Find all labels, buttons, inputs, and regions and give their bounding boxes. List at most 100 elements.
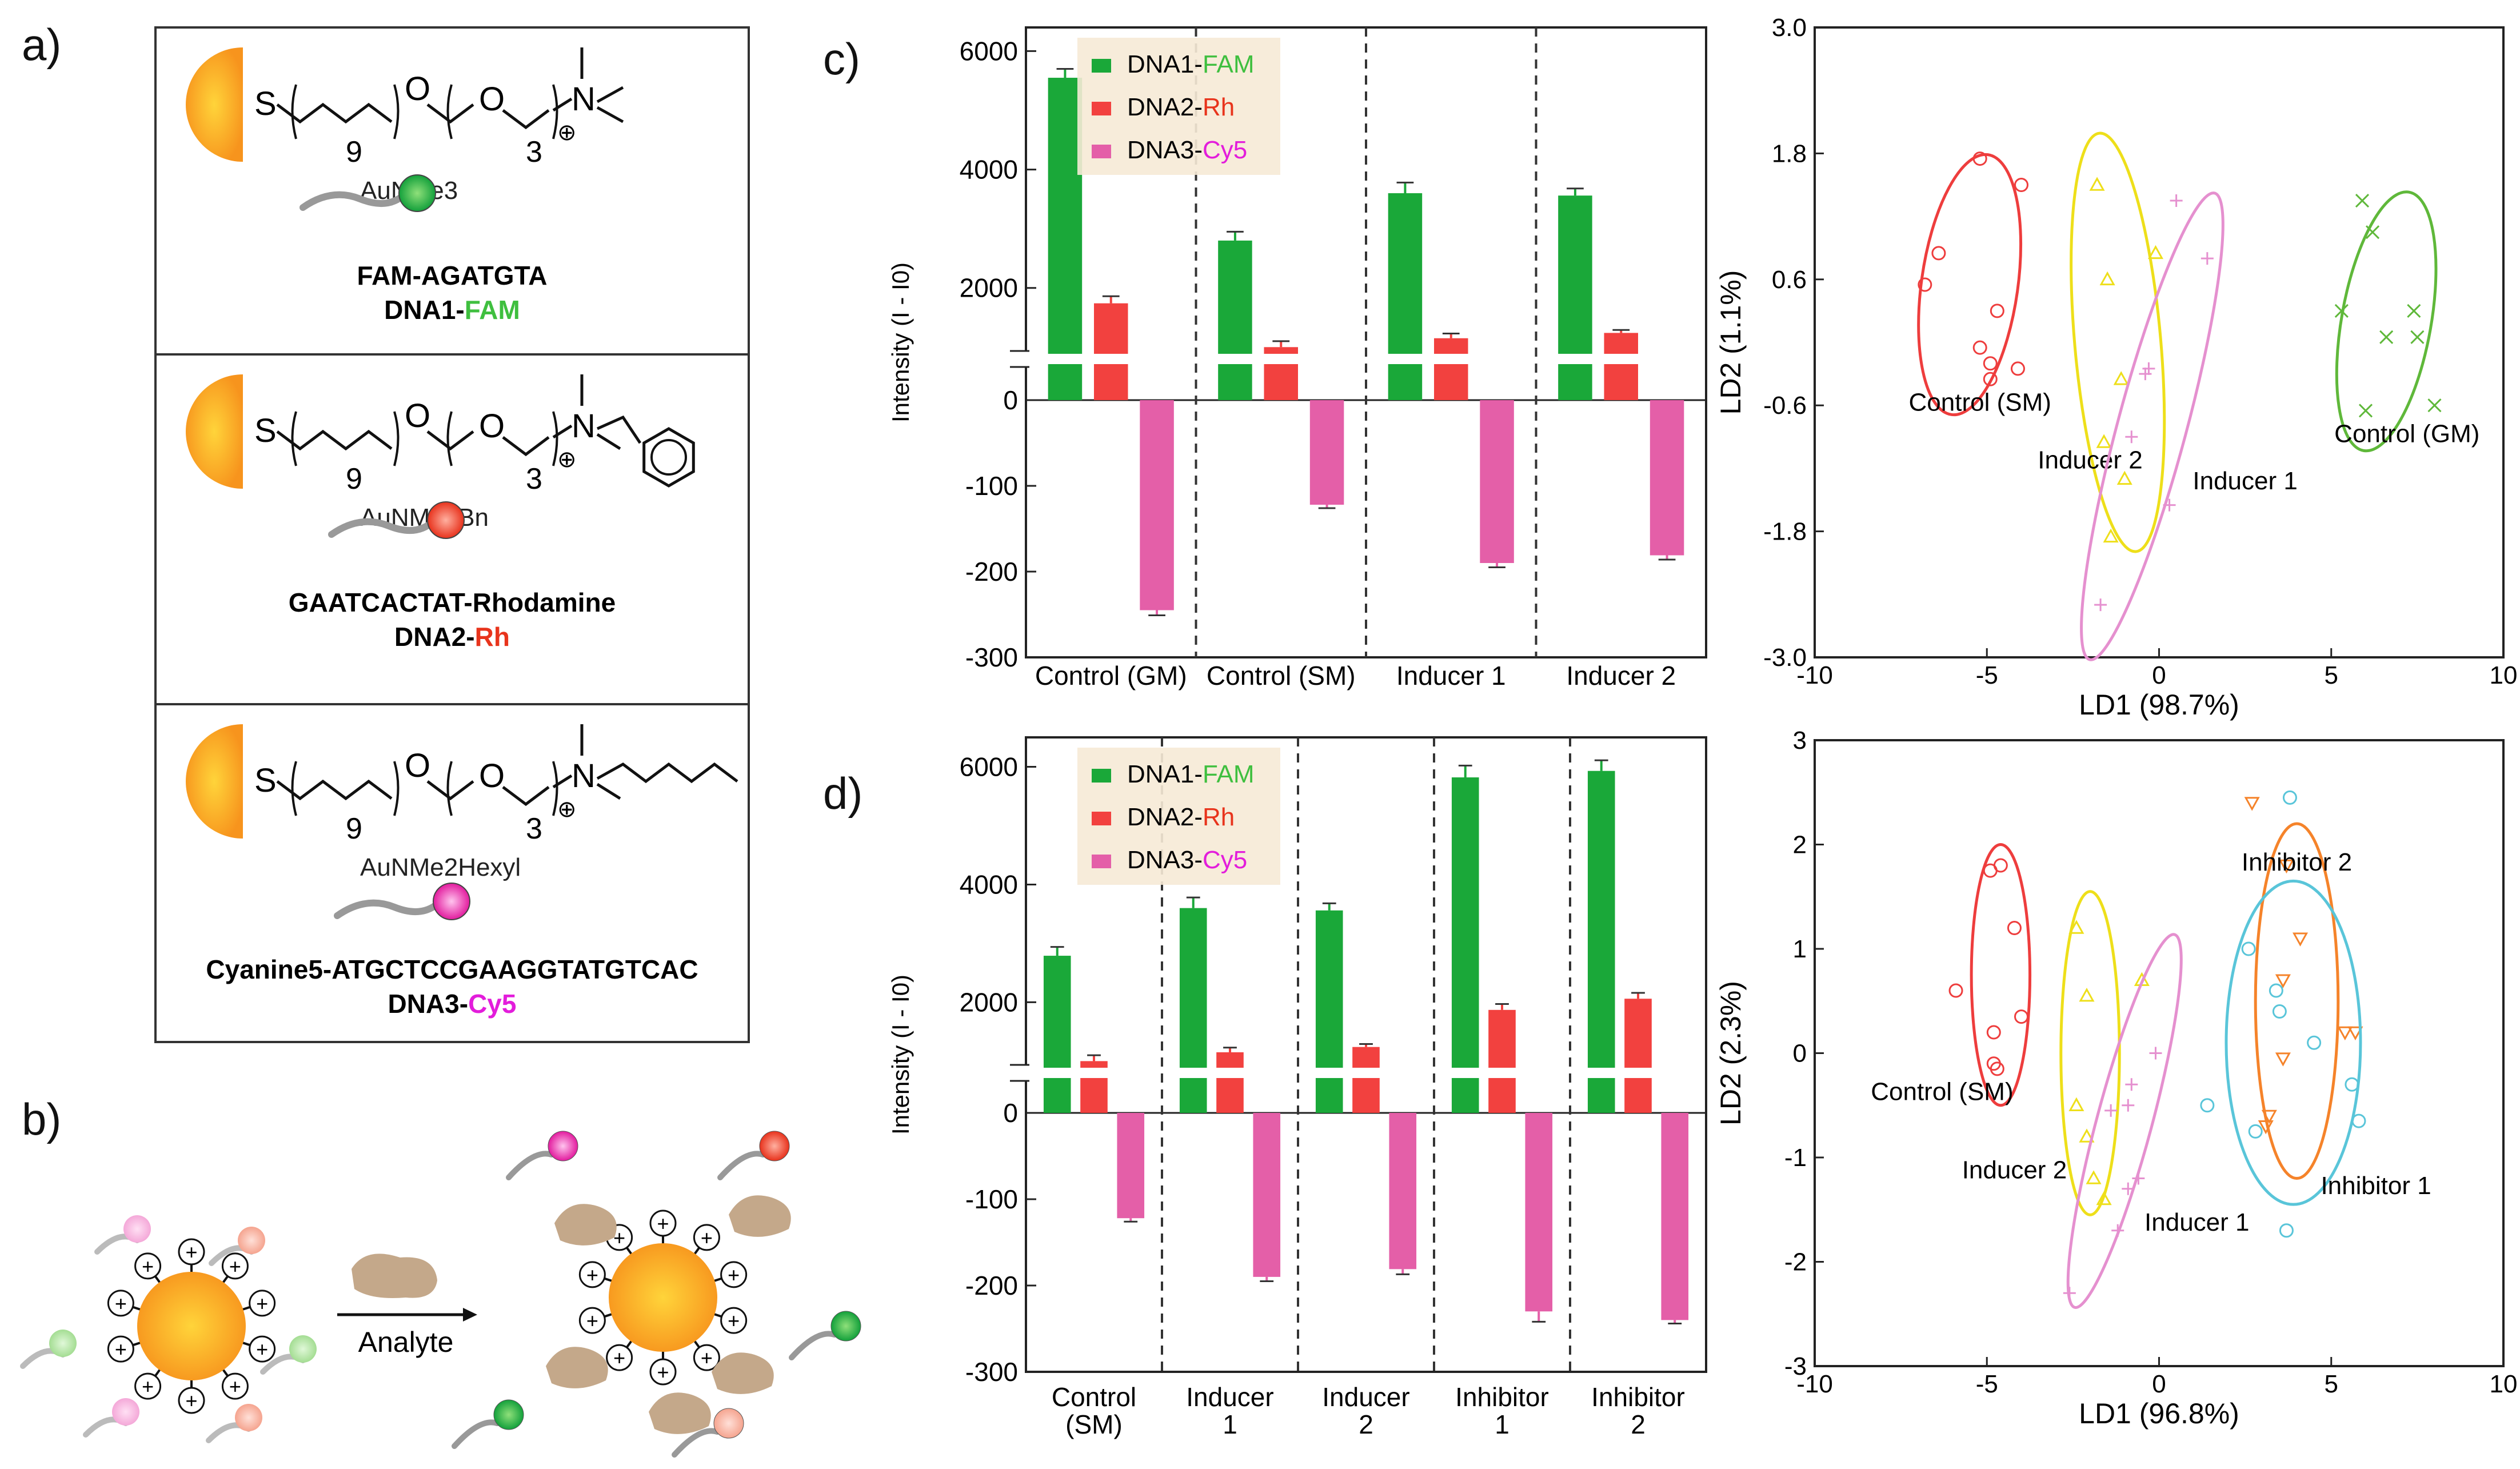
bracket — [291, 761, 297, 816]
bar-break-gap — [1450, 1068, 1480, 1078]
x-tick-label: 10 — [2490, 1370, 2518, 1398]
charge-symbol: + — [115, 1338, 127, 1361]
charge-symbol: + — [586, 1309, 598, 1332]
methyl-bond — [596, 86, 624, 103]
oxygen-atom: O — [479, 408, 505, 445]
legend-swatch — [1092, 59, 1111, 73]
legend-entry: DNA3-Cy5 — [1127, 136, 1247, 164]
dna-strand-icon — [328, 517, 438, 538]
data-point — [2096, 434, 2112, 448]
bar-break-gap — [1351, 1068, 1381, 1078]
category-label: Inducer — [1186, 1382, 1273, 1412]
data-point — [2103, 528, 2119, 543]
nitrogen-atom: N — [572, 81, 596, 118]
data-point — [2163, 498, 2176, 512]
category-label: 2 — [1631, 1410, 1646, 1439]
data-point — [2132, 1172, 2145, 1185]
bar-dna2-rh — [1094, 303, 1128, 400]
charge-symbol: + — [115, 1292, 127, 1315]
data-point — [2244, 797, 2260, 811]
charge-symbol: + — [657, 1360, 669, 1384]
bond — [552, 97, 573, 112]
panel-label-b: b) — [22, 1094, 61, 1144]
x-axis-label: LD1 (96.8%) — [2079, 1398, 2239, 1430]
fluorophore-bead-icon — [713, 1408, 744, 1439]
legend-entry-main: DNA2- — [1127, 803, 1203, 831]
bar-break-gap — [1557, 354, 1594, 364]
data-point — [2104, 1104, 2118, 1117]
gold-surface-icon — [186, 724, 243, 839]
dna-label-main: DNA2- — [394, 622, 475, 652]
fluorophore-bead-icon — [49, 1330, 77, 1357]
x-tick-label: 5 — [2325, 1370, 2338, 1398]
fluorophore-bead-icon — [289, 1335, 317, 1363]
group-label: Inducer 1 — [2144, 1208, 2249, 1236]
dna-label: DNA3-Cy5 — [388, 989, 517, 1019]
data-point — [2113, 371, 2129, 385]
repeat-subscript: 3 — [526, 812, 542, 845]
bond — [552, 774, 573, 789]
peg-chain — [426, 103, 474, 124]
oxygen-atom: O — [405, 747, 430, 784]
y-tick-label: -1 — [1784, 1144, 1807, 1172]
y-tick-label: -100 — [965, 471, 1018, 501]
plot-frame — [1025, 736, 1707, 1373]
group-ellipse — [2254, 822, 2340, 1180]
panel-label-d: d) — [823, 768, 862, 819]
category-label: Control (GM) — [1035, 661, 1187, 690]
bar-break-gap — [1586, 1068, 1616, 1078]
dna-sequence: GAATCACTAT-Rhodamine — [289, 588, 616, 617]
panel-label-c: c) — [823, 34, 860, 84]
legend-entry: DNA2-Rh — [1127, 803, 1235, 831]
oxygen-atom: O — [405, 397, 430, 434]
alkyl-chain — [276, 102, 393, 124]
legend-swatch — [1092, 102, 1111, 115]
legend-box — [1077, 748, 1280, 885]
charge-circle-icon — [221, 1372, 249, 1400]
charge-circle-icon — [720, 1307, 748, 1334]
group-label: Inducer 2 — [2038, 446, 2142, 474]
category-label: Inducer 2 — [1566, 661, 1676, 690]
repeat-subscript: 9 — [346, 462, 362, 496]
data-point — [2111, 1224, 2124, 1237]
axis-break-mask — [1009, 1065, 1032, 1081]
charge-symbol: + — [728, 1263, 740, 1287]
data-point — [2147, 245, 2164, 260]
data-point — [1972, 151, 1987, 166]
charge-symbol: + — [185, 1389, 197, 1412]
data-point — [2358, 404, 2373, 418]
x-tick-label: 0 — [2152, 661, 2166, 689]
y-tick-label: -3.0 — [1763, 644, 1807, 672]
charge-circle-icon — [178, 1238, 205, 1266]
analyte-icon — [649, 1392, 711, 1434]
bracket — [291, 411, 297, 466]
y-tick-label: 4000 — [960, 155, 1018, 185]
alkyl-chain — [276, 429, 393, 451]
charge-symbol: + — [586, 1263, 598, 1287]
charge-symbol: + — [657, 1212, 669, 1235]
data-point — [2407, 304, 2421, 318]
data-point — [2248, 1124, 2263, 1139]
bar-dna3-cy5 — [1525, 1113, 1553, 1312]
analyte-icon — [546, 1347, 608, 1388]
charge-symbol: + — [142, 1375, 154, 1398]
bracket — [446, 84, 453, 139]
gold-surface-icon — [186, 47, 243, 162]
data-point — [1990, 1061, 2004, 1076]
legend-entry-main: DNA3- — [1127, 846, 1203, 874]
arrow-head-icon — [463, 1308, 477, 1322]
bar-dna2-rh — [1624, 999, 1652, 1113]
category-label: 2 — [1359, 1410, 1373, 1439]
data-point — [2427, 398, 2442, 413]
bracket — [393, 84, 400, 139]
y-tick-label: 0 — [1003, 385, 1018, 415]
legend-entry-dye: Cy5 — [1203, 846, 1247, 874]
data-point — [2282, 790, 2297, 805]
legend-swatch — [1092, 145, 1111, 158]
bar-break-gap — [1215, 1068, 1245, 1078]
group-label: Control (SM) — [1871, 1078, 2013, 1106]
data-point — [2079, 988, 2095, 1002]
data-point — [1983, 356, 1998, 371]
legend-entry-dye: Rh — [1203, 93, 1235, 121]
alkyl-chain — [276, 779, 393, 801]
